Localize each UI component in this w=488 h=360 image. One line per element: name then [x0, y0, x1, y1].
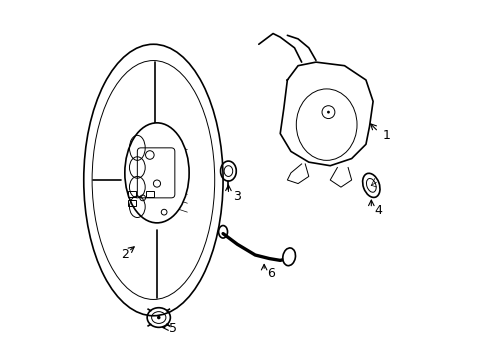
Text: 1: 1: [382, 129, 390, 142]
Circle shape: [157, 316, 160, 319]
Bar: [127, 192, 136, 197]
Text: 3: 3: [233, 190, 241, 203]
Polygon shape: [329, 167, 351, 187]
Polygon shape: [287, 164, 308, 184]
Ellipse shape: [124, 123, 189, 223]
Text: 2: 2: [121, 248, 129, 261]
Bar: [145, 192, 154, 197]
Text: 4: 4: [373, 204, 381, 217]
Circle shape: [326, 111, 329, 113]
Text: 5: 5: [169, 322, 177, 335]
Bar: [127, 201, 136, 206]
Ellipse shape: [282, 248, 295, 266]
Text: 6: 6: [266, 267, 274, 280]
Polygon shape: [280, 62, 372, 166]
